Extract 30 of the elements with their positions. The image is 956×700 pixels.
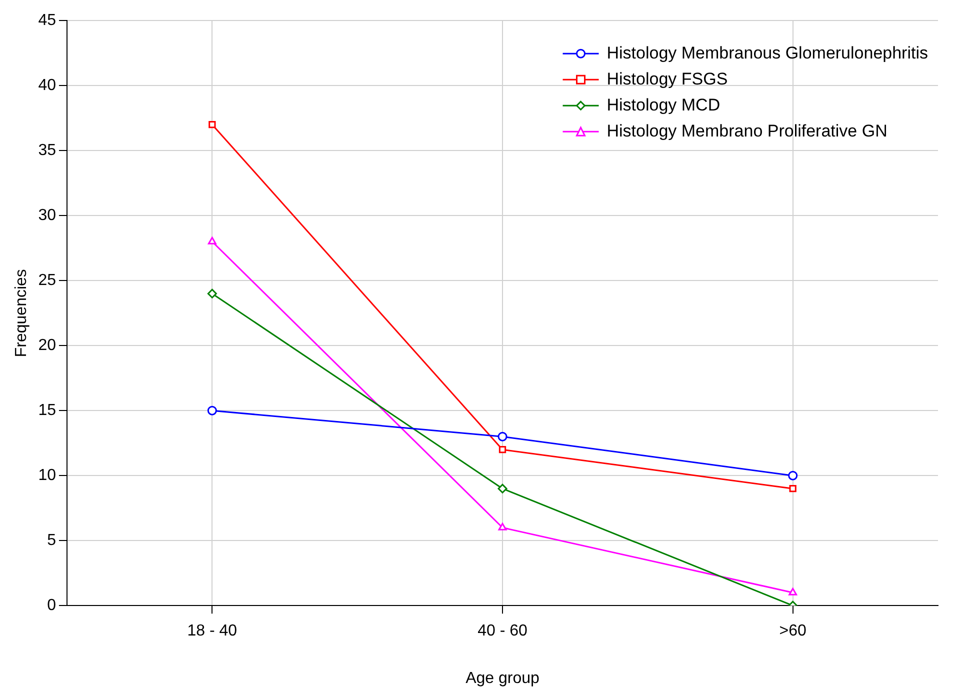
point (788, 588, 798, 596)
point (207, 288, 217, 298)
x-axis-title: Age group (466, 670, 540, 687)
point (789, 485, 796, 492)
point (208, 236, 216, 244)
y-tick-label: 0 (47, 597, 56, 614)
y-tick-label: 35 (38, 142, 56, 160)
y-tick-label: 10 (38, 467, 56, 484)
point (498, 522, 507, 530)
x-tick-label: 40 - 60 (478, 622, 528, 640)
legend-label: Histology FSGS (606, 69, 728, 88)
y-tick-label: 15 (38, 402, 56, 420)
point (498, 432, 508, 442)
y-tick-label: 40 (38, 77, 56, 94)
y-tick-label: 20 (38, 337, 56, 354)
point (498, 446, 506, 454)
point (207, 406, 217, 416)
y-tick-label: 30 (38, 207, 56, 224)
x-tick-label: 18 - 40 (187, 622, 238, 640)
legend-label: Histology Membranous Glomerulonephritis (606, 43, 928, 62)
point (208, 121, 216, 128)
y-tick-label: 5 (47, 532, 56, 550)
point (498, 484, 508, 494)
legend-label: Histology MCD (606, 95, 720, 114)
y-tick-label: 45 (38, 12, 56, 30)
legend-label: Histology Membrano Proliferative GN (606, 121, 888, 140)
y-axis-title: Frequencies (13, 269, 30, 358)
y-tick-label: 25 (38, 272, 56, 290)
x-tick-label: >60 (779, 622, 807, 640)
point (788, 470, 798, 480)
